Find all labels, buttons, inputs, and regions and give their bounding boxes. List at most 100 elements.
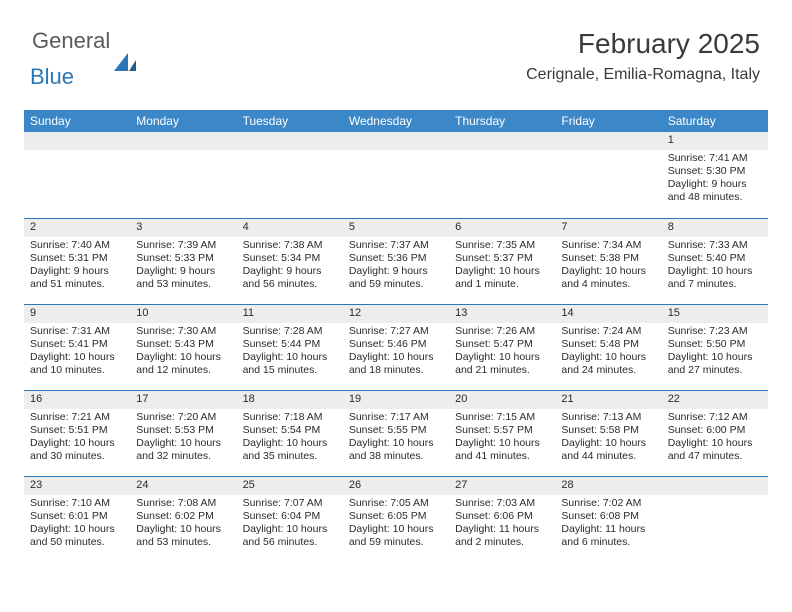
daylight-text: and 56 minutes. [243, 278, 337, 291]
daylight-text: Daylight: 10 hours [455, 265, 549, 278]
sunset-text: Sunset: 5:44 PM [243, 338, 337, 351]
sunset-text: Sunset: 5:51 PM [30, 424, 124, 437]
calendar-cell: 24Sunrise: 7:08 AMSunset: 6:02 PMDayligh… [130, 476, 236, 562]
sunrise-text: Sunrise: 7:02 AM [561, 497, 655, 510]
sail-icon [114, 53, 136, 71]
day-number: 10 [130, 305, 236, 323]
calendar-cell: 12Sunrise: 7:27 AMSunset: 5:46 PMDayligh… [343, 304, 449, 390]
daylight-text: Daylight: 9 hours [668, 178, 762, 191]
calendar-cell: 23Sunrise: 7:10 AMSunset: 6:01 PMDayligh… [24, 476, 130, 562]
calendar-week-row: 9Sunrise: 7:31 AMSunset: 5:41 PMDaylight… [24, 304, 768, 390]
calendar-cell [24, 132, 130, 218]
calendar-cell: 25Sunrise: 7:07 AMSunset: 6:04 PMDayligh… [237, 476, 343, 562]
daylight-text: and 59 minutes. [349, 536, 443, 549]
calendar-cell: 20Sunrise: 7:15 AMSunset: 5:57 PMDayligh… [449, 390, 555, 476]
daylight-text: and 51 minutes. [30, 278, 124, 291]
sunrise-text: Sunrise: 7:33 AM [668, 239, 762, 252]
day-header: Saturday [662, 110, 768, 132]
cell-body: Sunrise: 7:39 AMSunset: 5:33 PMDaylight:… [130, 237, 236, 296]
calendar-cell: 14Sunrise: 7:24 AMSunset: 5:48 PMDayligh… [555, 304, 661, 390]
calendar-cell: 21Sunrise: 7:13 AMSunset: 5:58 PMDayligh… [555, 390, 661, 476]
day-number: 4 [237, 219, 343, 237]
cell-body: Sunrise: 7:21 AMSunset: 5:51 PMDaylight:… [24, 409, 130, 468]
daylight-text: and 21 minutes. [455, 364, 549, 377]
sunset-text: Sunset: 5:43 PM [136, 338, 230, 351]
logo-text-blue: Blue [30, 64, 74, 90]
cell-body: Sunrise: 7:31 AMSunset: 5:41 PMDaylight:… [24, 323, 130, 382]
daylight-text: Daylight: 10 hours [136, 523, 230, 536]
calendar-cell: 6Sunrise: 7:35 AMSunset: 5:37 PMDaylight… [449, 218, 555, 304]
cell-body: Sunrise: 7:08 AMSunset: 6:02 PMDaylight:… [130, 495, 236, 554]
cell-body: Sunrise: 7:13 AMSunset: 5:58 PMDaylight:… [555, 409, 661, 468]
day-number: 15 [662, 305, 768, 323]
daylight-text: and 59 minutes. [349, 278, 443, 291]
sunset-text: Sunset: 5:54 PM [243, 424, 337, 437]
sunset-text: Sunset: 6:04 PM [243, 510, 337, 523]
cell-body: Sunrise: 7:27 AMSunset: 5:46 PMDaylight:… [343, 323, 449, 382]
day-number: 11 [237, 305, 343, 323]
cell-body: Sunrise: 7:12 AMSunset: 6:00 PMDaylight:… [662, 409, 768, 468]
cell-body: Sunrise: 7:10 AMSunset: 6:01 PMDaylight:… [24, 495, 130, 554]
sunrise-text: Sunrise: 7:30 AM [136, 325, 230, 338]
calendar-cell [130, 132, 236, 218]
day-number: 9 [24, 305, 130, 323]
day-number [555, 132, 661, 150]
cell-body: Sunrise: 7:20 AMSunset: 5:53 PMDaylight:… [130, 409, 236, 468]
cell-body: Sunrise: 7:35 AMSunset: 5:37 PMDaylight:… [449, 237, 555, 296]
day-number: 25 [237, 477, 343, 495]
sunrise-text: Sunrise: 7:40 AM [30, 239, 124, 252]
cell-body: Sunrise: 7:07 AMSunset: 6:04 PMDaylight:… [237, 495, 343, 554]
calendar-cell: 4Sunrise: 7:38 AMSunset: 5:34 PMDaylight… [237, 218, 343, 304]
daylight-text: Daylight: 10 hours [561, 265, 655, 278]
sunrise-text: Sunrise: 7:37 AM [349, 239, 443, 252]
daylight-text: Daylight: 10 hours [455, 437, 549, 450]
cell-body: Sunrise: 7:17 AMSunset: 5:55 PMDaylight:… [343, 409, 449, 468]
sunset-text: Sunset: 6:08 PM [561, 510, 655, 523]
sunset-text: Sunset: 5:57 PM [455, 424, 549, 437]
daylight-text: and 48 minutes. [668, 191, 762, 204]
calendar-week-row: 2Sunrise: 7:40 AMSunset: 5:31 PMDaylight… [24, 218, 768, 304]
sunrise-text: Sunrise: 7:07 AM [243, 497, 337, 510]
daylight-text: Daylight: 10 hours [349, 523, 443, 536]
daylight-text: and 24 minutes. [561, 364, 655, 377]
day-number [24, 132, 130, 150]
sunrise-text: Sunrise: 7:21 AM [30, 411, 124, 424]
daylight-text: and 15 minutes. [243, 364, 337, 377]
calendar-cell: 15Sunrise: 7:23 AMSunset: 5:50 PMDayligh… [662, 304, 768, 390]
daylight-text: and 47 minutes. [668, 450, 762, 463]
calendar-cell [449, 132, 555, 218]
calendar-cell [555, 132, 661, 218]
sunset-text: Sunset: 5:40 PM [668, 252, 762, 265]
sunrise-text: Sunrise: 7:05 AM [349, 497, 443, 510]
daylight-text: and 4 minutes. [561, 278, 655, 291]
cell-body: Sunrise: 7:41 AMSunset: 5:30 PMDaylight:… [662, 150, 768, 209]
daylight-text: Daylight: 10 hours [455, 351, 549, 364]
sunrise-text: Sunrise: 7:15 AM [455, 411, 549, 424]
sunset-text: Sunset: 5:38 PM [561, 252, 655, 265]
cell-body: Sunrise: 7:28 AMSunset: 5:44 PMDaylight:… [237, 323, 343, 382]
sunset-text: Sunset: 5:48 PM [561, 338, 655, 351]
calendar-cell: 10Sunrise: 7:30 AMSunset: 5:43 PMDayligh… [130, 304, 236, 390]
day-header: Friday [555, 110, 661, 132]
calendar-cell: 13Sunrise: 7:26 AMSunset: 5:47 PMDayligh… [449, 304, 555, 390]
cell-body: Sunrise: 7:34 AMSunset: 5:38 PMDaylight:… [555, 237, 661, 296]
calendar-cell: 11Sunrise: 7:28 AMSunset: 5:44 PMDayligh… [237, 304, 343, 390]
daylight-text: and 41 minutes. [455, 450, 549, 463]
daylight-text: and 30 minutes. [30, 450, 124, 463]
calendar-week-row: 1Sunrise: 7:41 AMSunset: 5:30 PMDaylight… [24, 132, 768, 218]
daylight-text: Daylight: 10 hours [30, 437, 124, 450]
day-number: 7 [555, 219, 661, 237]
day-number [343, 132, 449, 150]
daylight-text: and 56 minutes. [243, 536, 337, 549]
sunset-text: Sunset: 6:06 PM [455, 510, 549, 523]
calendar-table: Sunday Monday Tuesday Wednesday Thursday… [24, 110, 768, 562]
sunset-text: Sunset: 5:53 PM [136, 424, 230, 437]
daylight-text: and 18 minutes. [349, 364, 443, 377]
cell-body: Sunrise: 7:40 AMSunset: 5:31 PMDaylight:… [24, 237, 130, 296]
daylight-text: and 2 minutes. [455, 536, 549, 549]
sunrise-text: Sunrise: 7:12 AM [668, 411, 762, 424]
daylight-text: Daylight: 9 hours [349, 265, 443, 278]
day-number: 8 [662, 219, 768, 237]
cell-body: Sunrise: 7:15 AMSunset: 5:57 PMDaylight:… [449, 409, 555, 468]
day-number: 24 [130, 477, 236, 495]
